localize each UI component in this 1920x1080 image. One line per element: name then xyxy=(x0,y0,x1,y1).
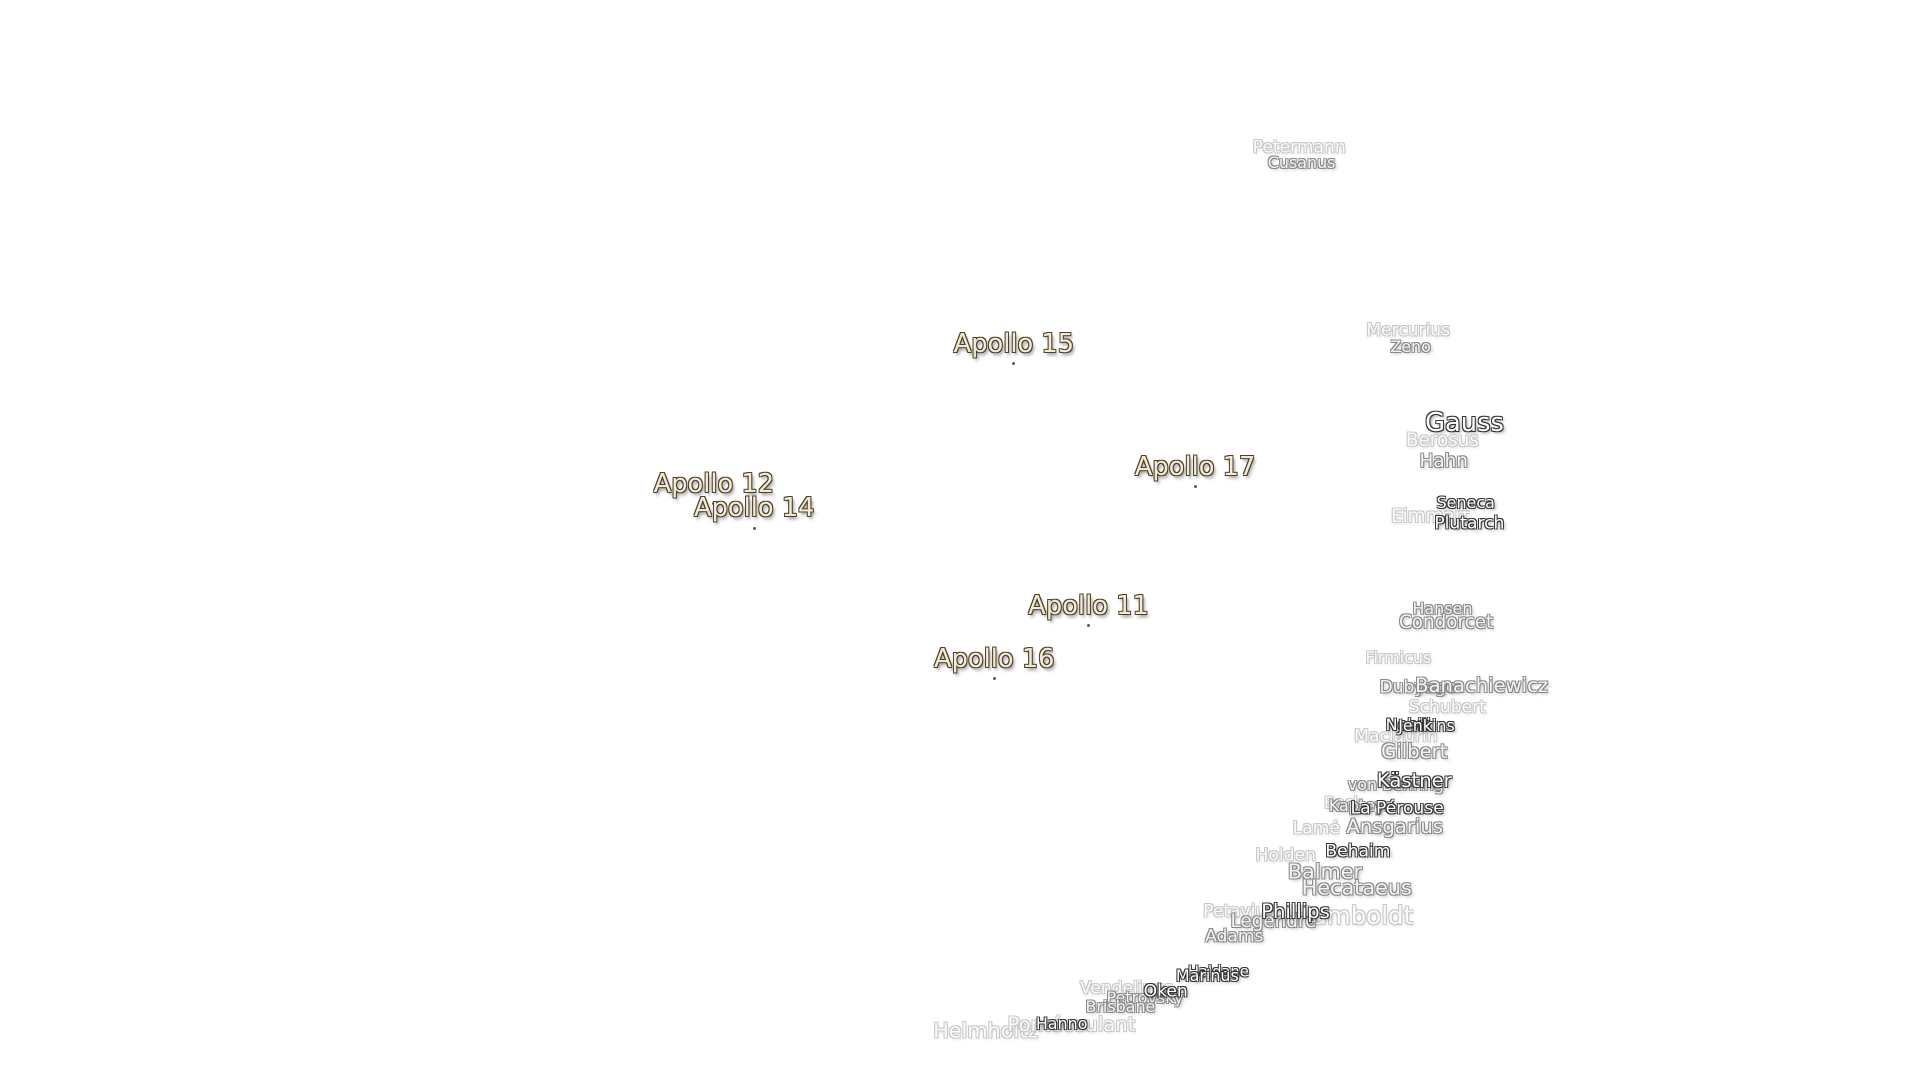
crater-label: Mercurius xyxy=(1366,320,1451,341)
crater-label: Seneca xyxy=(1436,493,1495,513)
site-marker xyxy=(1012,362,1016,366)
crater-label: Gilbert xyxy=(1381,740,1448,764)
crater-label: Back xyxy=(1323,793,1363,813)
crater-label: Humboldt xyxy=(1292,900,1414,930)
crater-label: Zeno xyxy=(1390,336,1431,356)
crater-label: Petrovsky xyxy=(1106,987,1184,1007)
crater-label: Lamé xyxy=(1292,818,1340,839)
site-marker xyxy=(712,502,716,506)
crater-label: Petavius xyxy=(1203,901,1276,922)
crater-label: Jenkins xyxy=(1398,716,1455,736)
crater-label: Schubert xyxy=(1408,697,1486,718)
landing-site-label: Apollo 16 xyxy=(934,644,1055,675)
crater-label: Gauss xyxy=(1425,407,1504,438)
crater-label: Marinus xyxy=(1175,965,1239,985)
crater-label: von Behring xyxy=(1347,774,1445,794)
crater-label: Phillips xyxy=(1261,900,1330,924)
crater-label: Behaim xyxy=(1325,841,1391,862)
crater-label: Hahn xyxy=(1419,450,1468,472)
crater-label: La Pérouse xyxy=(1350,798,1444,819)
crater-label: Kästner xyxy=(1376,769,1452,793)
crater-label: Plutarch xyxy=(1434,513,1505,534)
crater-label: Berosus xyxy=(1405,429,1479,451)
landing-site-label: Apollo 14 xyxy=(694,493,815,524)
landing-site-label: Apollo 15 xyxy=(953,329,1075,360)
crater-label: Hecataeus xyxy=(1301,875,1412,900)
site-marker xyxy=(752,526,756,530)
crater-label: Legendre xyxy=(1230,910,1317,932)
site-marker xyxy=(992,677,996,681)
crater-label: Haldane xyxy=(1187,964,1249,982)
crater-label: Condorcet xyxy=(1398,612,1494,634)
site-marker xyxy=(1087,624,1091,628)
crater-label: Oken xyxy=(1143,981,1188,1002)
crater-label: Maclaurin xyxy=(1354,726,1438,747)
landing-site-label: Apollo 17 xyxy=(1134,451,1256,482)
crater-label: Banachiewicz xyxy=(1415,673,1549,697)
crater-label: Nobili xyxy=(1385,714,1431,734)
crater-label: Ansgarius xyxy=(1346,814,1443,838)
crater-label: Hansen xyxy=(1412,598,1473,618)
landing-site-label: Apollo 11 xyxy=(1028,591,1149,622)
crater-label: Balmer xyxy=(1287,859,1363,884)
crater-label: Holden xyxy=(1255,845,1316,866)
crater-label: Brisbane xyxy=(1085,996,1156,1016)
crater-label: Pontécoulant xyxy=(1007,1013,1136,1037)
crater-label: Firmicus xyxy=(1365,647,1432,667)
crater-label: Helmholtz xyxy=(933,1018,1039,1043)
crater-label: Cusanus xyxy=(1267,152,1336,172)
crater-label: Vendelinus xyxy=(1079,978,1174,999)
crater-label: Hanno xyxy=(1035,1013,1088,1033)
crater-label: Dubyago xyxy=(1379,677,1457,698)
crater-label: Petermann xyxy=(1252,137,1346,158)
crater-label: Kapteyn xyxy=(1328,795,1395,815)
crater-label: Eimmart xyxy=(1390,505,1470,527)
landing-site-label: Apollo 12 xyxy=(653,469,775,500)
site-marker xyxy=(1193,484,1197,488)
crater-label: Adams xyxy=(1205,926,1264,947)
